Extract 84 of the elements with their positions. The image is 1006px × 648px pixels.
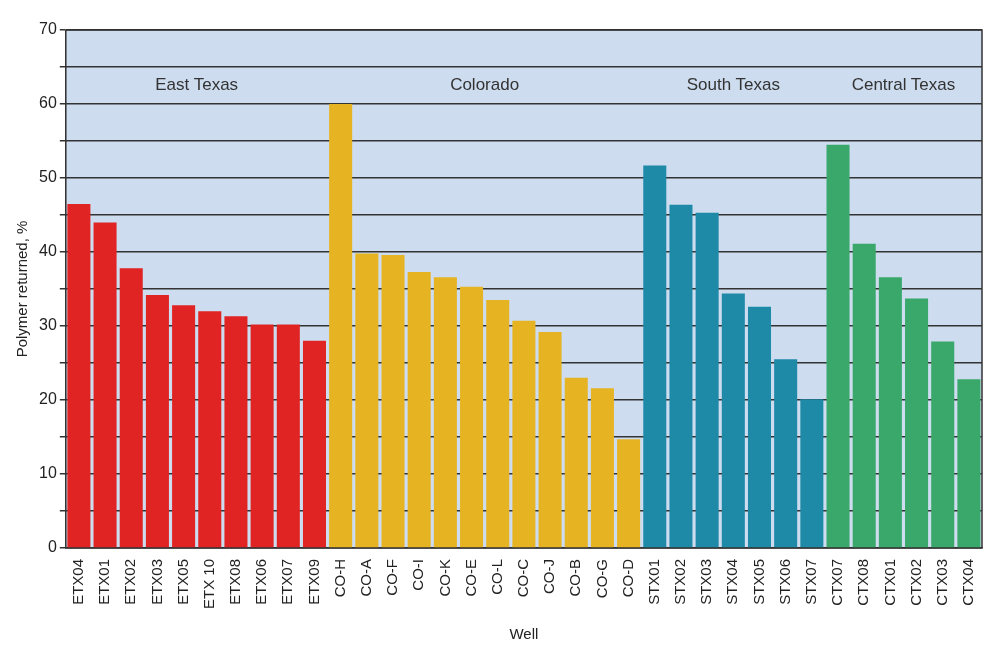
- bar: [905, 298, 929, 548]
- y-tick-label: 30: [39, 316, 57, 334]
- y-tick-label: 40: [39, 242, 57, 260]
- x-tick-label: ETX04: [69, 558, 87, 605]
- x-tick-label: CTX01: [880, 558, 898, 606]
- x-tick-label: CO-L: [487, 558, 505, 595]
- bar: [224, 316, 248, 548]
- x-tick-label: CTX04: [959, 558, 977, 606]
- bar: [119, 268, 143, 548]
- bar: [433, 277, 457, 548]
- y-tick-label: 20: [39, 390, 57, 408]
- y-axis-title: Polymer returned, %: [13, 220, 31, 358]
- x-tick-label: CO-K: [435, 558, 453, 597]
- x-axis-title: Well: [509, 625, 539, 643]
- y-tick-label: 10: [39, 464, 57, 482]
- y-tick-label: 70: [39, 20, 57, 38]
- bar: [172, 305, 196, 548]
- x-tick-label: CTX07: [828, 558, 846, 606]
- x-tick-label: ETX07: [278, 558, 296, 605]
- bar: [486, 300, 510, 548]
- x-tick-label: CO-B: [566, 558, 584, 597]
- bar: [721, 293, 745, 548]
- x-tick-label: CTX03: [932, 558, 950, 606]
- bar: [617, 439, 641, 548]
- bar: [198, 311, 222, 548]
- x-tick-label: CO-C: [514, 558, 532, 598]
- bar: [852, 243, 876, 548]
- bar: [512, 320, 536, 548]
- x-tick-label: ETX02: [121, 558, 139, 605]
- bar: [695, 212, 719, 548]
- x-tick-label: CO-J: [540, 558, 558, 594]
- annotation: East Texas: [155, 75, 239, 95]
- annotation: Colorado: [450, 75, 520, 95]
- bar: [93, 222, 117, 548]
- y-tick-label: 50: [39, 168, 57, 186]
- bar: [957, 379, 981, 548]
- x-tick-label: ETX 10: [199, 558, 217, 610]
- bar: [669, 204, 693, 548]
- bar: [590, 388, 614, 548]
- bar: [800, 399, 824, 548]
- bar: [250, 324, 274, 548]
- x-tick-label: CO-H: [330, 558, 348, 598]
- bar: [747, 306, 772, 548]
- x-tick-label: STX02: [671, 558, 689, 605]
- x-tick-label: STX06: [775, 558, 793, 605]
- bar: [931, 341, 955, 548]
- x-tick-label: ETX01: [95, 558, 113, 605]
- bar: [329, 104, 353, 548]
- bar: [774, 359, 798, 548]
- y-tick-label: 60: [39, 94, 57, 112]
- bar: [67, 203, 91, 548]
- bar: [564, 377, 588, 548]
- bar: [302, 340, 326, 548]
- bar: [460, 286, 484, 548]
- bar: [643, 165, 667, 548]
- bar: [145, 294, 169, 548]
- x-tick-label: CTX02: [906, 558, 924, 606]
- bar: [826, 144, 850, 548]
- x-tick-label: STX03: [697, 558, 715, 605]
- annotation: Central Texas: [851, 75, 956, 95]
- bar: [878, 277, 902, 548]
- x-tick-label: CO-A: [356, 558, 374, 597]
- bar: [381, 254, 405, 548]
- bar: [276, 324, 300, 548]
- y-tick-label: 0: [47, 538, 57, 556]
- x-tick-label: ETX09: [304, 558, 322, 605]
- x-tick-label: ETX06: [252, 558, 270, 605]
- x-tick-label: STX05: [749, 558, 767, 605]
- x-tick-label: STX01: [644, 558, 662, 605]
- x-tick-label: CTX08: [854, 558, 872, 606]
- x-tick-label: ETX08: [226, 558, 244, 605]
- x-tick-label: CO-D: [618, 558, 636, 598]
- bar: [355, 253, 379, 548]
- bar: [407, 271, 431, 548]
- x-tick-label: CO-I: [409, 558, 427, 591]
- x-tick-label: CO-E: [461, 558, 479, 597]
- x-tick-label: ETX03: [147, 558, 165, 605]
- x-tick-label: CO-F: [383, 558, 401, 596]
- annotation: South Texas: [686, 75, 780, 95]
- x-tick-label: STX07: [801, 558, 819, 605]
- x-tick-label: CO-G: [592, 558, 610, 599]
- x-tick-label: ETX05: [173, 558, 191, 605]
- x-tick-label: STX04: [723, 558, 741, 605]
- bar: [538, 331, 562, 548]
